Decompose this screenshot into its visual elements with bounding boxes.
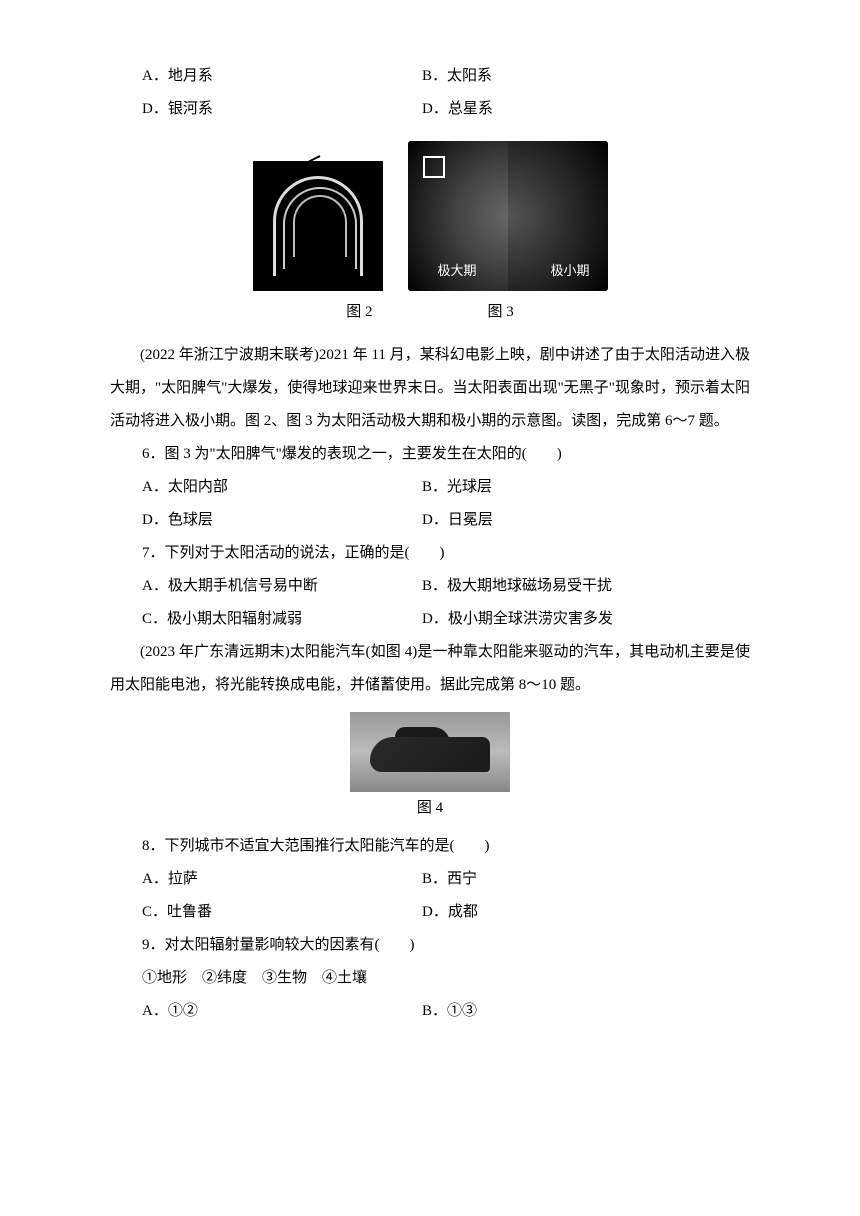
figure-3-caption: 图 3: [488, 296, 514, 329]
q7-stem: 7．下列对于太阳活动的说法，正确的是( ): [142, 537, 750, 570]
q9-option-b: B．①③: [422, 995, 750, 1028]
figure-3-image: 极大期 极小期: [408, 141, 608, 291]
figure-3-label-left: 极大期: [438, 257, 477, 286]
figure-3-label-right: 极小期: [550, 257, 589, 286]
passage-1: (2022 年浙江宁波期末联考)2021 年 11 月，某科幻电影上映，剧中讲述…: [110, 339, 750, 438]
q6-option-b: B．光球层: [422, 471, 750, 504]
q5-option-b: B．太阳系: [422, 60, 750, 93]
q9-option-a: A．①②: [142, 995, 422, 1028]
q6-option-d1: D．色球层: [142, 504, 422, 537]
q8-option-c: C．吐鲁番: [142, 896, 422, 929]
q5-option-d2: D．总星系: [422, 93, 750, 126]
q7-option-d: D．极小期全球洪涝灾害多发: [422, 603, 750, 636]
figure-4-image: [350, 712, 510, 792]
q7-option-c: C．极小期太阳辐射减弱: [142, 603, 422, 636]
q7-option-b: B．极大期地球磁场易受干扰: [422, 570, 750, 603]
figure-wrapper: 极大期 极小期: [110, 141, 750, 291]
q6-stem: 6．图 3 为"太阳脾气"爆发的表现之一，主要发生在太阳的( ): [142, 438, 750, 471]
q5-option-d1: D．银河系: [142, 93, 422, 126]
figure-2-caption: 图 2: [346, 296, 372, 329]
q5-option-a: A．地月系: [142, 60, 422, 93]
q9-factors: ①地形 ②纬度 ③生物 ④土壤: [142, 962, 750, 995]
q6-option-a: A．太阳内部: [142, 471, 422, 504]
q6-option-d2: D．日冕层: [422, 504, 750, 537]
q8-option-d: D．成都: [422, 896, 750, 929]
q9-stem: 9．对太阳辐射量影响较大的因素有( ): [142, 929, 750, 962]
passage-2: (2023 年广东清远期末)太阳能汽车(如图 4)是一种靠太阳能来驱动的汽车，其…: [110, 636, 750, 702]
q7-option-a: A．极大期手机信号易中断: [142, 570, 422, 603]
q8-stem: 8．下列城市不适宜大范围推行太阳能汽车的是( ): [142, 830, 750, 863]
q8-option-b: B．西宁: [422, 863, 750, 896]
figure-4-caption: 图 4: [417, 792, 443, 825]
arrow-icon: [255, 151, 325, 191]
q8-option-a: A．拉萨: [142, 863, 422, 896]
